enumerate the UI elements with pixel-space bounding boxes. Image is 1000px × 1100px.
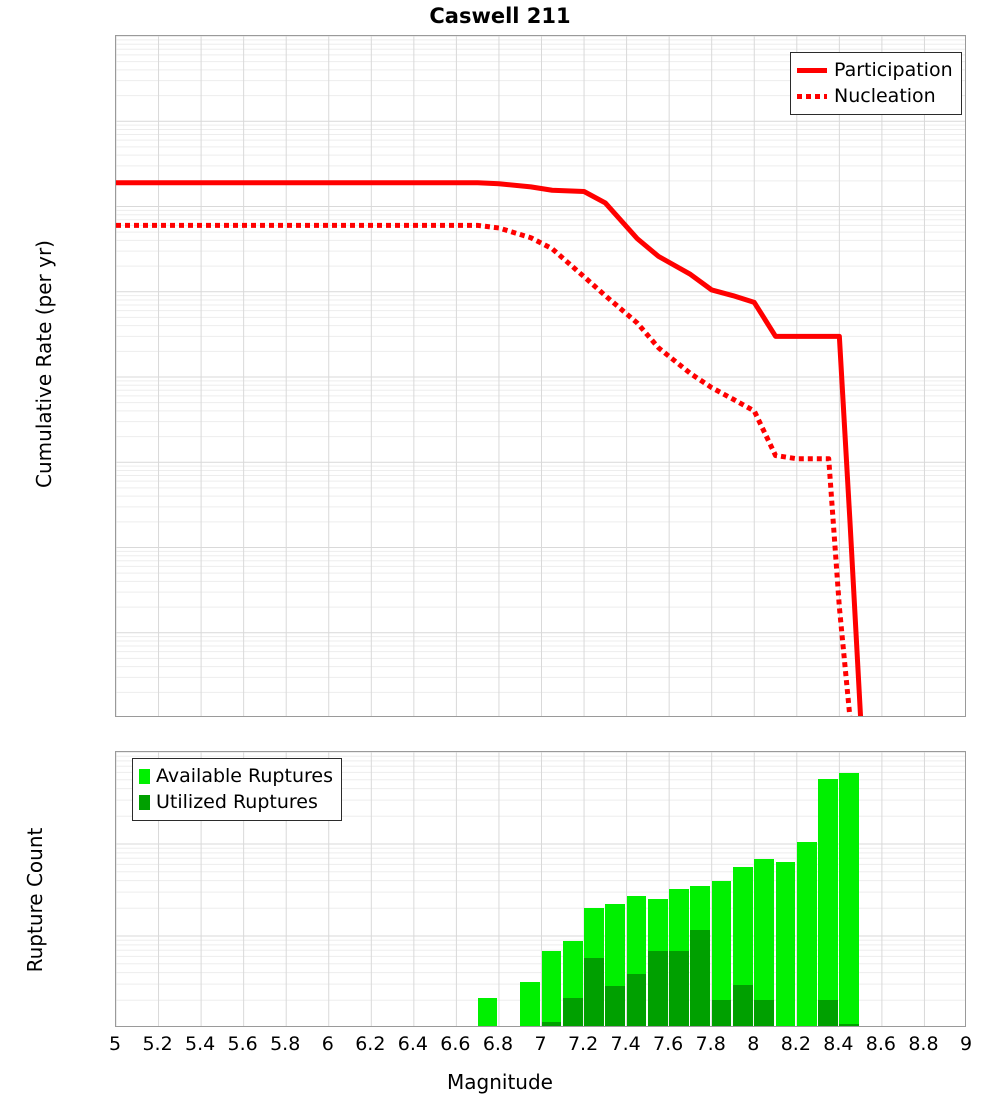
utilized-rupture-bar [563, 998, 583, 1026]
utilized-rupture-bar [839, 1024, 859, 1026]
x-tick-label: 8.6 [866, 1033, 896, 1055]
x-tick-label: 7 [534, 1033, 546, 1055]
x-tick-label: 7.4 [610, 1033, 640, 1055]
x-tick-label: 5.6 [228, 1033, 258, 1055]
utilized-rupture-bar [605, 986, 625, 1026]
x-tick-label: 5.2 [142, 1033, 172, 1055]
utilized-rupture-bar [712, 1000, 732, 1026]
x-tick-label: 5.8 [270, 1033, 300, 1055]
legend-item-available: Available Ruptures [139, 763, 333, 789]
chart-title: Caswell 211 [0, 4, 1000, 28]
x-axis-label: Magnitude [0, 1070, 1000, 1094]
available-swatch-icon [139, 769, 150, 784]
utilized-rupture-bar [669, 951, 689, 1026]
solid-line-icon [797, 68, 827, 73]
legend-label-nucleation: Nucleation [834, 85, 936, 107]
utilized-rupture-bar [627, 974, 647, 1026]
x-tick-label: 7.2 [568, 1033, 598, 1055]
x-tick-label: 8.2 [781, 1033, 811, 1055]
available-rupture-bar [776, 862, 796, 1026]
legend-label-participation: Participation [834, 59, 953, 81]
legend-label-available: Available Ruptures [156, 765, 333, 787]
legend-item-nucleation: Nucleation [797, 83, 953, 109]
x-tick-label: 9 [960, 1033, 972, 1055]
x-tick-label: 6.2 [355, 1033, 385, 1055]
dotted-line-icon [797, 94, 827, 99]
x-tick-label: 8.8 [908, 1033, 938, 1055]
available-rupture-bar [542, 951, 562, 1026]
available-rupture-bar [839, 773, 859, 1026]
x-tick-label: 5.4 [185, 1033, 215, 1055]
available-rupture-bar [797, 842, 817, 1026]
available-rupture-bar [478, 998, 498, 1026]
x-tick-label: 5 [109, 1033, 121, 1055]
utilized-rupture-bar [584, 958, 604, 1026]
utilized-swatch-icon [139, 795, 150, 810]
figure: Caswell 211 Cumulative Rate (per yr) Rup… [0, 0, 1000, 1100]
utilized-rupture-bar [648, 951, 668, 1026]
x-tick-label: 7.8 [696, 1033, 726, 1055]
x-tick-label: 7.6 [653, 1033, 683, 1055]
top-y-axis-label: Cumulative Rate (per yr) [32, 214, 56, 514]
utilized-rupture-bar [733, 985, 753, 1026]
cumulative-rate-plot [115, 35, 966, 717]
bottom-y-axis-label: Rupture Count [23, 775, 47, 1025]
x-tick-label: 8 [747, 1033, 759, 1055]
x-tick-label: 6.6 [440, 1033, 470, 1055]
utilized-rupture-bar [690, 930, 710, 1026]
legend-item-utilized: Utilized Ruptures [139, 789, 333, 815]
utilized-rupture-bar [542, 1022, 562, 1026]
x-tick-label: 8.4 [823, 1033, 853, 1055]
legend-label-utilized: Utilized Ruptures [156, 791, 318, 813]
bar-legend: Available Ruptures Utilized Ruptures [132, 758, 342, 821]
utilized-rupture-bar [818, 1000, 838, 1026]
x-tick-label: 6 [322, 1033, 334, 1055]
utilized-rupture-bar [754, 1000, 774, 1026]
x-tick-label: 6.4 [398, 1033, 428, 1055]
curve-legend: Participation Nucleation [790, 52, 962, 115]
legend-item-participation: Participation [797, 57, 953, 83]
available-rupture-bar [818, 779, 838, 1026]
mfd-curves [116, 36, 966, 717]
available-rupture-bar [520, 982, 540, 1026]
x-tick-label: 6.8 [483, 1033, 513, 1055]
